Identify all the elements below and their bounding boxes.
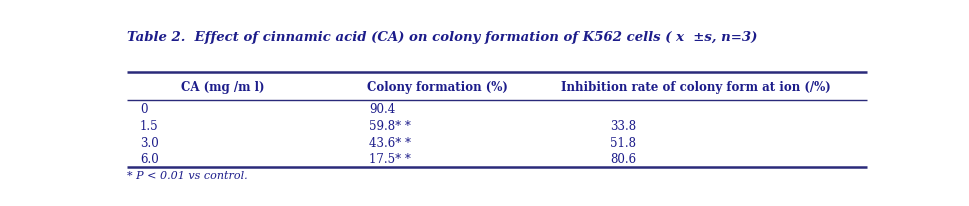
Text: Colony formation (%): Colony formation (%) [366, 80, 507, 93]
Text: 59.8* *: 59.8* * [369, 119, 411, 132]
Text: Inhibition rate of colony form at ion (/%): Inhibition rate of colony form at ion (/… [561, 80, 830, 93]
Text: 33.8: 33.8 [610, 119, 636, 132]
Text: 80.6: 80.6 [610, 153, 636, 166]
Text: 0: 0 [140, 103, 147, 116]
Text: 43.6* *: 43.6* * [369, 136, 411, 149]
Text: 6.0: 6.0 [140, 153, 159, 166]
Text: Table 2.  Effect of cinnamic acid (CA) on colony formation of K562 cells ( x  ±s: Table 2. Effect of cinnamic acid (CA) on… [127, 31, 757, 44]
Text: 1.5: 1.5 [140, 119, 159, 132]
Text: * P < 0.01 vs control.: * P < 0.01 vs control. [127, 171, 248, 181]
Text: 51.8: 51.8 [610, 136, 636, 149]
Text: 17.5* *: 17.5* * [369, 153, 411, 166]
Text: 3.0: 3.0 [140, 136, 159, 149]
Text: CA (mg /m l): CA (mg /m l) [181, 80, 265, 93]
Text: 90.4: 90.4 [369, 103, 395, 116]
